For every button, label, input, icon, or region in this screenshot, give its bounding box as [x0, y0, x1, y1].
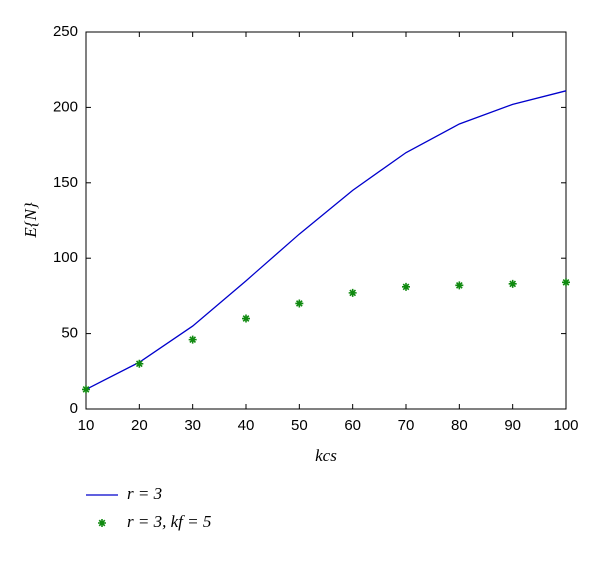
- data-point: [402, 282, 410, 291]
- x-tick-label: 10: [78, 417, 95, 434]
- x-tick-label: 50: [291, 417, 308, 434]
- data-point: [135, 359, 144, 368]
- y-tick-label: 200: [53, 98, 78, 115]
- x-axis-label: kcs: [315, 446, 337, 465]
- data-line: [85, 90, 567, 390]
- y-axis-label: E{N}: [21, 202, 40, 239]
- x-tick-label: 70: [398, 417, 415, 434]
- data-point: [348, 288, 357, 297]
- data-point: [455, 281, 464, 290]
- data-point: [242, 314, 250, 323]
- x-tick-label: 30: [184, 417, 201, 434]
- legend-label: r = 3: [127, 484, 162, 503]
- y-tick-label: 0: [70, 400, 78, 417]
- plot-frame: [85, 31, 567, 410]
- y-tick-label: 250: [53, 23, 78, 40]
- y-tick-label: 50: [61, 325, 78, 342]
- data-point: [508, 279, 517, 288]
- data-point: [295, 299, 304, 308]
- x-tick-label: 90: [504, 417, 521, 434]
- data-point: [188, 335, 197, 344]
- x-tick-label: 20: [131, 417, 148, 434]
- x-tick-label: 60: [344, 417, 361, 434]
- y-tick-label: 100: [53, 249, 78, 266]
- x-tick-label: 100: [553, 417, 578, 434]
- data-point: [562, 278, 570, 287]
- legend-swatch: [98, 519, 106, 527]
- y-tick-label: 150: [53, 174, 78, 191]
- legend-label: r = 3, kf = 5: [127, 512, 211, 531]
- x-tick-label: 80: [451, 417, 468, 434]
- x-tick-label: 40: [238, 417, 255, 434]
- data-point: [82, 385, 90, 394]
